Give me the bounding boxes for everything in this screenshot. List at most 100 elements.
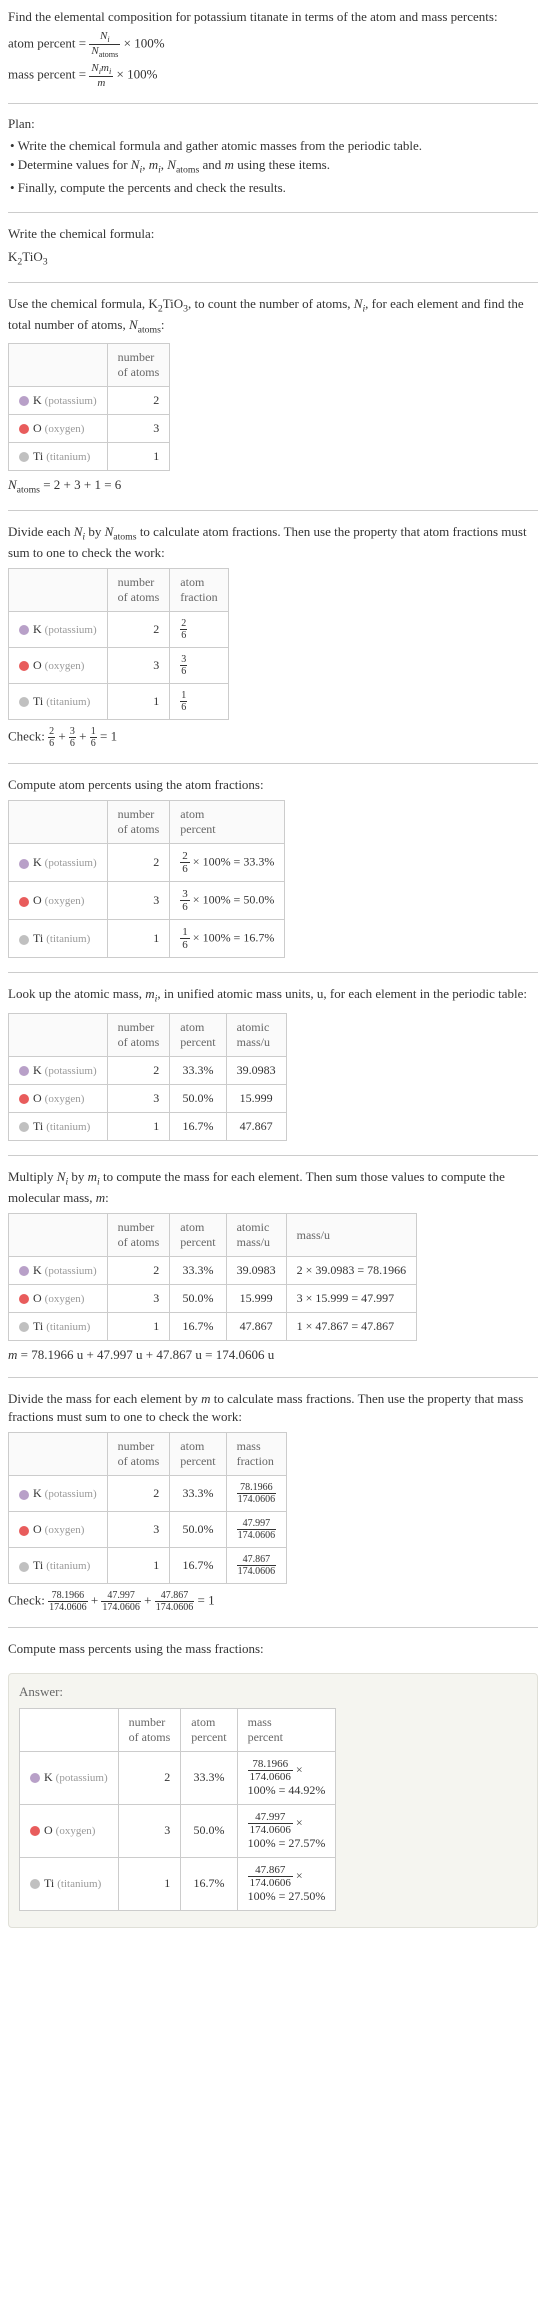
step-text: Divide each Ni by Natoms to calculate at… [8,523,538,562]
fraction: NiNatoms [89,30,120,59]
atom-percent-formula: atom percent = NiNatoms × 100% [8,30,538,59]
table-row: K (potassium)233.3%39.09832 × 39.0983 = … [9,1257,417,1285]
col-atomic-mass: atomicmass/u [226,1214,286,1257]
element-dot-icon [19,1322,29,1332]
col-atom-percent: atompercent [181,1708,237,1751]
step-atomic-mass: Look up the atomic mass, mi, in unified … [8,985,538,1140]
element-dot-icon [30,1773,40,1783]
element-dot-icon [19,897,29,907]
step-mass-fractions: Divide the mass for each element by m to… [8,1390,538,1613]
table-row: O (oxygen)350.0%15.999 [9,1084,287,1112]
table-header-row: numberof atomsatompercentatomicmass/u [9,1013,287,1056]
col-num-atoms: numberof atoms [118,1708,181,1751]
element-dot-icon [30,1826,40,1836]
step-chemical-formula: Write the chemical formula: K2TiO3 [8,225,538,268]
element-dot-icon [19,1066,29,1076]
element-cell: K (potassium) [9,1056,108,1084]
element-dot-icon [19,396,29,406]
step-text: Write the chemical formula: [8,225,538,243]
element-cell: K (potassium) [9,1476,108,1512]
element-cell: Ti (titanium) [9,1313,108,1341]
mass-percent-cell: 47.997174.0606 ×100% = 27.57% [237,1804,336,1857]
element-cell: O (oxygen) [9,415,108,443]
fraction-cell: 26 [170,612,228,648]
col-num-atoms: numberof atoms [107,344,170,387]
element-cell: O (oxygen) [9,1285,108,1313]
col-num-atoms: numberof atoms [107,1013,170,1056]
step-atom-fractions: Divide each Ni by Natoms to calculate at… [8,523,538,749]
divider [8,1627,538,1628]
element-dot-icon [19,859,29,869]
check-equation: Check: 26 + 36 + 16 = 1 [8,726,538,749]
element-dot-icon [30,1879,40,1889]
step-text: Compute mass percents using the mass fra… [8,1640,538,1658]
element-cell: K (potassium) [9,387,108,415]
chemical-formula: K2TiO3 [8,249,538,268]
element-dot-icon [19,661,29,671]
table-row: K (potassium)2 [9,387,170,415]
element-dot-icon [19,1094,29,1104]
table-row: Ti (titanium)116.7%47.867174.0606 ×100% … [20,1857,336,1910]
divider [8,1155,538,1156]
percent-cell: 36 × 100% = 50.0% [170,882,285,920]
atom-fraction-table: numberof atomsatomfraction K (potassium)… [8,568,229,720]
table-row: K (potassium)226 × 100% = 33.3% [9,844,285,882]
fraction: Nimim [89,62,113,89]
element-cell: K (potassium) [20,1751,119,1804]
divider [8,103,538,104]
col-num-atoms: numberof atoms [107,801,170,844]
element-dot-icon [19,625,29,635]
col-atom-percent: atompercent [170,801,285,844]
element-dot-icon [19,935,29,945]
element-cell: K (potassium) [9,844,108,882]
element-cell: K (potassium) [9,612,108,648]
mass-percent-cell: 47.867174.0606 ×100% = 27.50% [237,1857,336,1910]
divider [8,510,538,511]
count-cell: 3 [107,415,170,443]
divider [8,972,538,973]
element-dot-icon [19,452,29,462]
table-row: O (oxygen)3 [9,415,170,443]
step-text: Multiply Ni by mi to compute the mass fo… [8,1168,538,1207]
divider [8,1377,538,1378]
col-element [9,344,108,387]
step-count-atoms: Use the chemical formula, K2TiO3, to cou… [8,295,538,496]
count-cell: 2 [107,387,170,415]
step-text: Use the chemical formula, K2TiO3, to cou… [8,295,538,337]
plan-bullet: • Determine values for Ni, mi, Natoms an… [10,155,538,178]
col-atom-percent: atompercent [170,1214,226,1257]
table-row: O (oxygen)350.0%15.9993 × 15.999 = 47.99… [9,1285,417,1313]
element-dot-icon [19,1490,29,1500]
element-dot-icon [19,1294,29,1304]
table-row: Ti (titanium)116 [9,684,229,720]
intro-section: Find the elemental composition for potas… [8,8,538,89]
element-dot-icon [19,1266,29,1276]
table-row: Ti (titanium)116.7%47.867 [9,1112,287,1140]
element-dot-icon [19,697,29,707]
table-header-row: numberof atomsatomfraction [9,569,229,612]
element-cell: Ti (titanium) [20,1857,119,1910]
plan-heading: Plan: [8,116,538,132]
fraction-cell: 47.997174.0606 [226,1512,287,1548]
element-cell: O (oxygen) [9,882,108,920]
fraction-cell: 47.867174.0606 [226,1548,287,1584]
element-dot-icon [19,1562,29,1572]
element-dot-icon [19,424,29,434]
table-row: Ti (titanium)1 [9,443,170,471]
table-row: K (potassium)226 [9,612,229,648]
table-header-row: numberof atomsatompercentmassfraction [9,1433,287,1476]
atom-percent-table: numberof atomsatompercent K (potassium)2… [8,800,285,958]
element-cell: O (oxygen) [9,1084,108,1112]
element-cell: Ti (titanium) [9,684,108,720]
answer-table: numberof atomsatompercentmasspercent K (… [19,1708,336,1911]
col-num-atoms: numberof atoms [107,1214,170,1257]
count-cell: 1 [107,443,170,471]
mass-percent-cell: 78.1966174.0606 ×100% = 44.92% [237,1751,336,1804]
percent-cell: 26 × 100% = 33.3% [170,844,285,882]
answer-box: Answer: numberof atomsatompercentmassper… [8,1673,538,1928]
table-row: K (potassium)233.3%78.1966174.0606 ×100%… [20,1751,336,1804]
plan-section: Plan: • Write the chemical formula and g… [8,116,538,198]
step-mass-percents: Compute mass percents using the mass fra… [8,1640,538,1658]
element-dot-icon [19,1526,29,1536]
element-cell: K (potassium) [9,1257,108,1285]
